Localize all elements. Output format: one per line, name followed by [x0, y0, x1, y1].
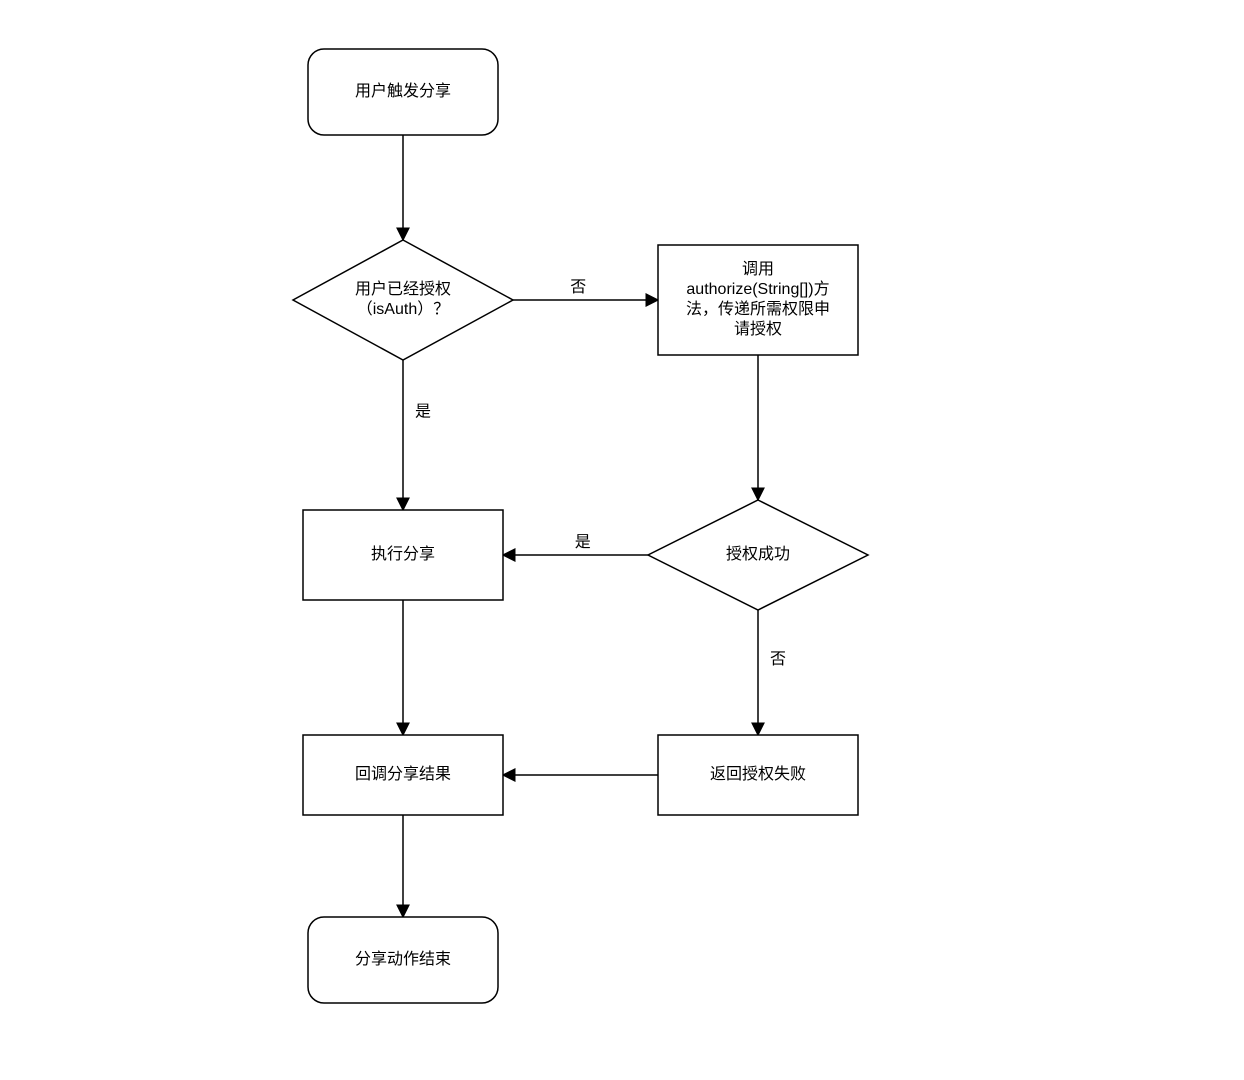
node-doShare-label: 执行分享	[371, 545, 435, 563]
node-callAuthorize: 调用 authorize(String[])方法，传递所需权限申请授权	[658, 245, 858, 355]
node-start-label: 用户触发分享	[355, 82, 451, 100]
flowchart-canvas: 是否是否用户触发分享用户已经授权（isAuth）？调用authorize(Str…	[0, 0, 1244, 1080]
node-end-label: 分享动作结束	[355, 950, 451, 968]
node-authSuccess-label: 授权成功	[726, 545, 790, 563]
edge-authSuccess-doShare-label: 是	[575, 534, 591, 551]
node-end: 分享动作结束	[308, 917, 498, 1003]
node-callAuthorize-label: 请授权	[734, 320, 782, 338]
edge-isAuth-callAuthorize-label: 否	[570, 279, 586, 296]
node-callback: 回调分享结果	[303, 735, 503, 815]
node-doShare: 执行分享	[303, 510, 503, 600]
edge-isAuth-doShare-label: 是	[415, 404, 431, 421]
node-start: 用户触发分享	[308, 49, 498, 135]
node-isAuth: 用户已经授权 （isAuth）？	[293, 240, 513, 360]
node-callAuthorize-label: 调用	[742, 260, 774, 278]
node-authFail: 返回授权失败	[658, 735, 858, 815]
node-callAuthorize-label: authorize(String[])方	[686, 280, 829, 298]
node-authFail-label: 返回授权失败	[710, 765, 806, 783]
node-authSuccess: 授权成功	[648, 500, 868, 610]
edge-authSuccess-authFail-label: 否	[770, 651, 786, 668]
node-isAuth-label: （isAuth）？	[357, 300, 449, 318]
node-callAuthorize-label: 法，传递所需权限申	[686, 300, 830, 318]
node-isAuth-label: 用户已经授权	[355, 280, 451, 298]
node-callback-label: 回调分享结果	[355, 765, 451, 783]
